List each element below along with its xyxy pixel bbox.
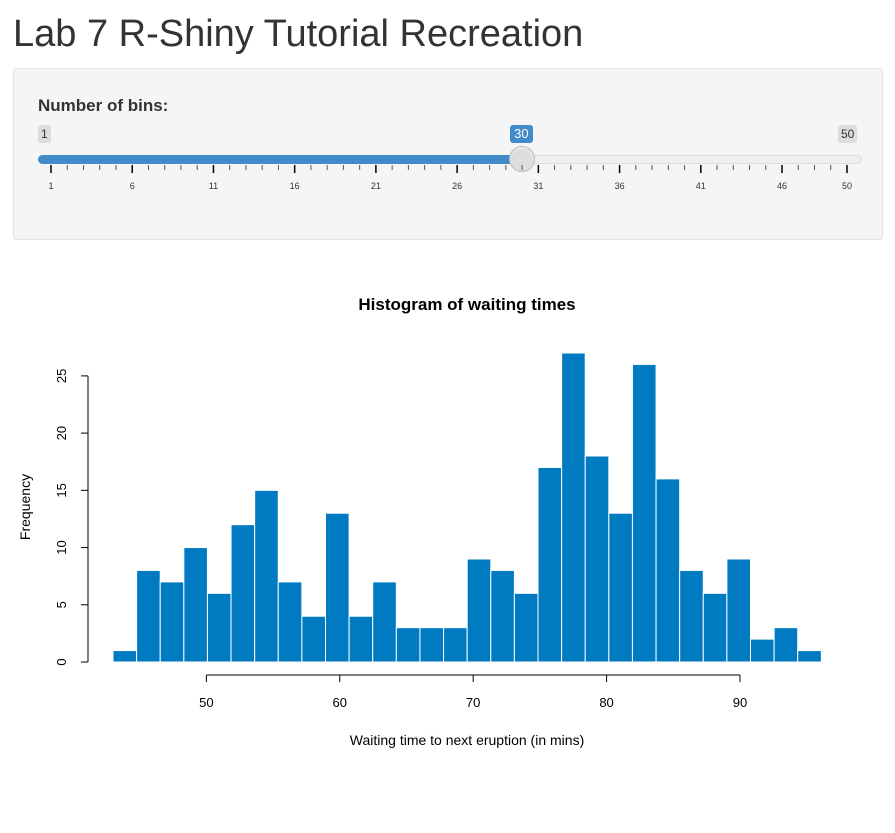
chart-title: Histogram of waiting times [358,295,575,314]
slider-tick-label: 11 [209,181,218,191]
histogram-bar [348,615,374,663]
y-tick-label: 5 [54,601,69,608]
histogram-bar [584,455,610,663]
slider-tick-label: 46 [777,181,787,191]
sidebar-panel: Number of bins: 1 30 50 1 6 11 16 21 26 31 36 41… [13,68,883,240]
slider-tick-label: 21 [371,181,381,191]
histogram-bar [230,524,256,663]
histogram-bar [254,489,279,663]
x-tick-label: 50 [199,695,213,710]
histogram-bar [372,581,397,663]
histogram-bar [419,627,445,663]
slider-tick-label: 50 [842,181,852,191]
histogram-bar [277,581,303,663]
slider-tick-label: 26 [452,181,462,191]
histogram-bar [679,569,704,663]
histogram-bar [466,558,492,663]
x-tick-label: 80 [599,695,613,710]
x-axis-label: Waiting time to next eruption (in mins) [350,732,584,748]
histogram-chart: Histogram of waiting times Waiting time … [17,295,822,748]
slider-tick-label: 1 [48,181,53,191]
slider-fill [38,155,523,164]
histogram-bar [631,363,657,663]
bins-slider-label: Number of bins: [38,96,169,115]
y-tick-label: 20 [54,426,69,440]
y-tick-label: 15 [54,483,69,497]
slider-tick-label: 36 [615,181,625,191]
y-axis: 0 5 10 15 20 25 [54,369,89,666]
slider-tick-label: 6 [130,181,135,191]
histogram-bar [325,512,350,663]
slider-max-badge: 50 [838,125,858,143]
x-tick-label: 70 [466,695,480,710]
histogram-bar [655,478,681,663]
histogram-bar [537,466,563,663]
page-title: Lab 7 R-Shiny Tutorial Recreation [13,13,584,55]
slider-tick-marks: 1 6 11 16 21 26 31 36 41 46 50 [48,165,852,191]
y-axis-label: Frequency [17,474,33,540]
histogram-bar [183,547,208,663]
histogram-bar [490,569,515,663]
y-tick-label: 25 [54,369,69,383]
slider-value-badge: 30 [510,125,533,143]
y-tick-label: 10 [54,540,69,554]
histogram-bar [395,627,421,663]
histogram-bar [513,592,539,663]
histogram-bar [159,581,185,663]
histogram-bar [702,592,728,663]
slider-tick-label: 41 [696,181,706,191]
histogram-bar [112,650,138,663]
x-tick-label: 90 [733,695,747,710]
slider-min-badge: 1 [38,125,51,143]
slider-tick-label: 31 [533,181,543,191]
histogram-bar [561,352,586,663]
histogram-bar [750,638,775,663]
histogram-bar [301,615,327,663]
x-axis: 50 60 70 80 90 [199,674,747,710]
histogram-bar [608,512,633,663]
histogram-bar [726,558,752,663]
histogram-bar [136,569,161,663]
slider-handle[interactable] [509,146,536,172]
histogram-bar [443,627,468,663]
y-tick-label: 0 [54,658,69,665]
histogram-bar [773,627,799,663]
slider-tick-label: 16 [290,181,300,191]
x-tick-label: 60 [333,695,347,710]
histogram-bar [206,592,232,663]
histogram-bars [112,352,822,663]
histogram-bar [797,650,822,663]
